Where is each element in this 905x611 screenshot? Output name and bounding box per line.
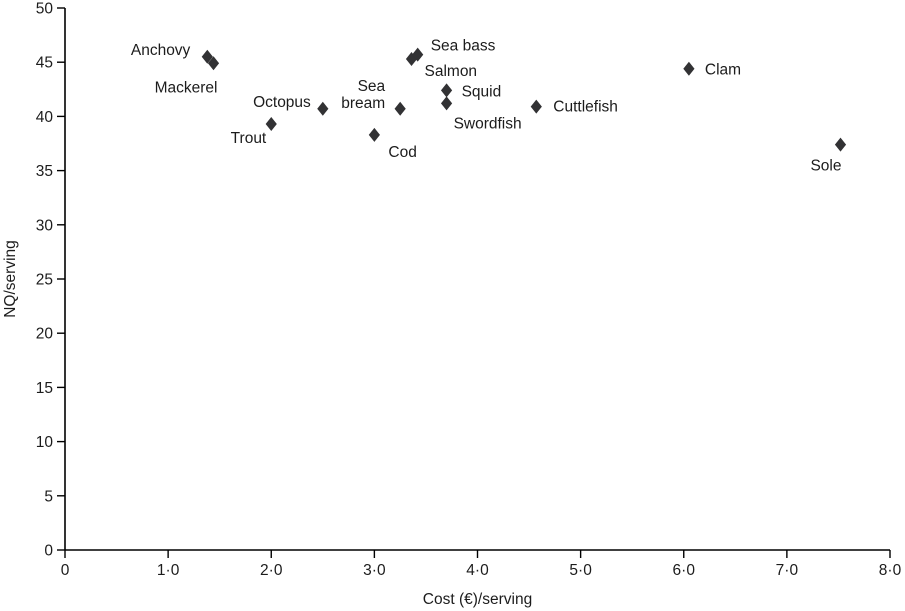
marker-cod xyxy=(368,127,380,142)
x-tick-label: 1·0 xyxy=(157,562,180,579)
marker-sole xyxy=(834,137,847,152)
y-tick-label: 0 xyxy=(44,543,53,560)
marker-sea-bream xyxy=(394,101,406,116)
y-tick-label: 35 xyxy=(36,163,53,180)
label-salmon: Salmon xyxy=(425,63,478,80)
y-tick-label: 15 xyxy=(36,380,53,397)
x-tick-label: 3·0 xyxy=(363,562,386,579)
label-cod: Cod xyxy=(388,144,416,161)
y-tick-label: 20 xyxy=(36,326,54,343)
marker-trout xyxy=(265,116,277,131)
x-tick-label: 7·0 xyxy=(776,562,799,579)
label-swordfish: Swordfish xyxy=(454,115,522,132)
label-anchovy: Anchovy xyxy=(131,42,191,59)
x-tick-label: 2·0 xyxy=(260,562,283,579)
y-tick-label: 5 xyxy=(44,488,53,505)
x-tick-label: 5·0 xyxy=(569,562,592,579)
label-squid: Squid xyxy=(462,83,502,100)
y-tick-label: 45 xyxy=(36,55,53,72)
marker-clam xyxy=(683,61,695,76)
label-sole: Sole xyxy=(810,158,841,175)
y-axis-title: NQ/serving xyxy=(2,240,19,318)
x-tick-label: 4·0 xyxy=(466,562,489,579)
marker-swordfish xyxy=(440,96,453,111)
label-sea-bream: bream xyxy=(341,95,385,112)
y-tick-label: 25 xyxy=(36,272,53,289)
marker-mackerel xyxy=(207,56,220,71)
marker-sea-bass xyxy=(412,47,424,62)
x-tick-label: 0 xyxy=(61,562,70,579)
label-trout: Trout xyxy=(231,130,267,147)
y-tick-label: 50 xyxy=(36,1,54,18)
x-tick-label: 8·0 xyxy=(879,562,902,579)
marker-squid xyxy=(440,83,453,98)
label-sea-bream: Sea xyxy=(358,78,386,95)
x-tick-label: 6·0 xyxy=(673,562,696,579)
y-tick-label: 10 xyxy=(36,434,54,451)
marker-anchovy xyxy=(201,49,213,64)
label-sea-bass: Sea bass xyxy=(431,38,496,55)
label-cuttlefish: Cuttlefish xyxy=(553,99,618,116)
x-axis-title: Cost (€)/serving xyxy=(423,591,532,608)
marker-octopus xyxy=(317,101,329,116)
marker-cuttlefish xyxy=(530,99,542,114)
label-octopus: Octopus xyxy=(253,94,311,111)
y-tick-label: 30 xyxy=(36,217,54,234)
label-clam: Clam xyxy=(705,62,741,79)
y-tick-label: 40 xyxy=(36,109,54,126)
label-mackerel: Mackerel xyxy=(155,79,218,96)
marker-salmon xyxy=(405,51,418,66)
